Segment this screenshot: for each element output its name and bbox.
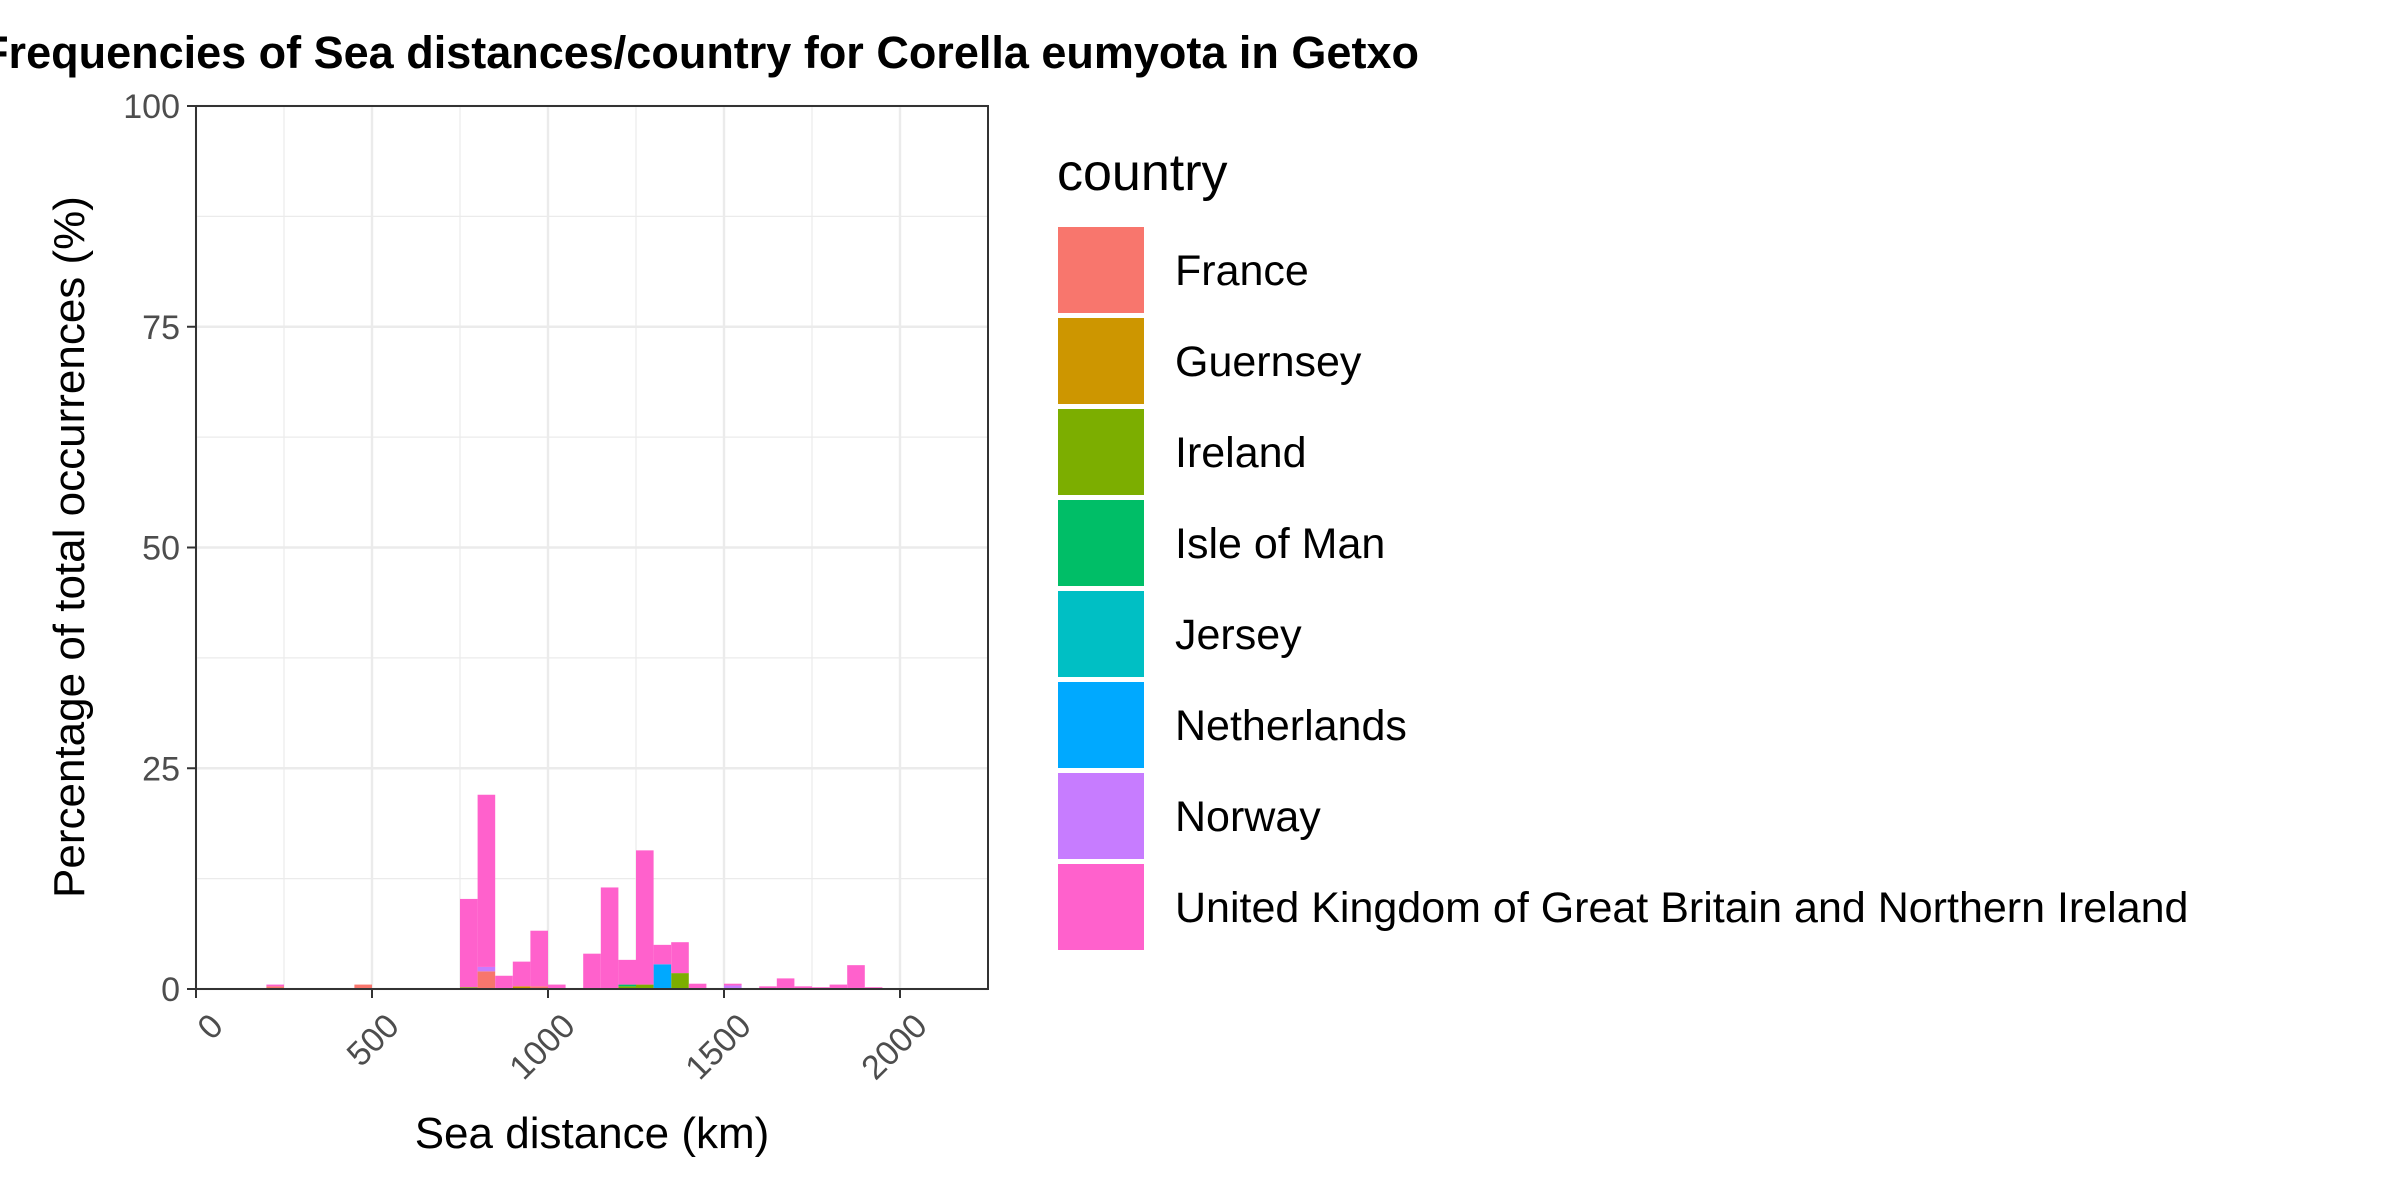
bar-segment <box>671 942 689 974</box>
legend-label: Isle of Man <box>1175 520 1385 568</box>
x-axis: 0 500 1000 1500 2000 <box>190 989 935 1087</box>
bar-segment <box>477 971 496 989</box>
bar-segment <box>636 984 654 989</box>
bar-segment <box>724 985 742 989</box>
legend-label: Netherlands <box>1175 702 1407 750</box>
y-tick-label: 50 <box>142 530 180 568</box>
bar-segment <box>512 986 531 989</box>
bar-segment <box>776 978 795 989</box>
bar-segment <box>653 944 672 965</box>
y-tick-label: 25 <box>142 750 180 788</box>
legend-key <box>1058 409 1144 495</box>
bar-segment <box>530 930 548 987</box>
x-tick-label: 0 <box>190 1007 230 1047</box>
y-tick-label: 0 <box>161 971 180 1009</box>
bar-segment <box>266 986 284 989</box>
bar-segment <box>794 986 812 989</box>
bar-segment <box>548 984 566 989</box>
legend-key <box>1058 864 1144 950</box>
legend-label: France <box>1175 247 1309 295</box>
x-tick-label: 1500 <box>678 1007 758 1087</box>
legend-key <box>1058 682 1144 768</box>
bar-segment <box>460 898 478 988</box>
legend-label: Guernsey <box>1175 338 1362 386</box>
bar-segment <box>618 986 636 989</box>
legend: country France Guernsey Ireland Isle of Man… <box>1057 144 2188 950</box>
legend-key <box>1058 500 1144 586</box>
bar-segment <box>671 973 689 989</box>
bar-segment <box>354 984 372 989</box>
x-tick-label: 2000 <box>854 1007 934 1087</box>
legend-label: United Kingdom of Great Britain and Nort… <box>1175 884 2188 932</box>
x-tick-label: 500 <box>340 1007 407 1074</box>
legend-key <box>1058 227 1144 313</box>
legend-items: France Guernsey Ireland Isle of Man Jersey Ne… <box>1058 227 2188 950</box>
legend-label: Norway <box>1175 793 1321 841</box>
y-tick-label: 100 <box>123 88 180 126</box>
legend-label: Jersey <box>1175 611 1302 659</box>
chart-title: Frequencies of Sea distances/country for… <box>0 27 1419 78</box>
bar-segment <box>688 983 707 989</box>
y-axis-title: Percentage of total occurrences (%) <box>45 196 94 898</box>
legend-key <box>1058 773 1144 859</box>
bar-segment <box>618 959 636 985</box>
y-tick-label: 75 <box>142 309 180 347</box>
bar-segment <box>530 986 548 989</box>
bars <box>266 794 883 989</box>
bar-segment <box>477 794 496 967</box>
legend-title: country <box>1057 144 1228 202</box>
x-tick-label: 1000 <box>502 1007 582 1087</box>
bar-segment <box>477 966 496 972</box>
bar-segment <box>636 850 654 985</box>
legend-key <box>1058 591 1144 677</box>
bar-segment <box>847 965 865 989</box>
plot-area <box>194 104 989 991</box>
bar-segment <box>600 887 619 989</box>
bar-segment <box>266 984 284 987</box>
y-axis: 0 25 50 75 100 <box>123 88 196 1009</box>
bar-segment <box>829 984 848 989</box>
bar-segment <box>495 975 513 989</box>
bar-segment <box>512 961 531 987</box>
x-axis-title: Sea distance (km) <box>415 1109 770 1158</box>
legend-key <box>1058 318 1144 404</box>
bar-segment <box>724 983 742 986</box>
bar-segment <box>759 986 777 989</box>
bar-segment <box>583 953 601 989</box>
bar-segment <box>618 984 636 987</box>
legend-label: Ireland <box>1175 429 1306 477</box>
bar-segment <box>653 964 672 989</box>
